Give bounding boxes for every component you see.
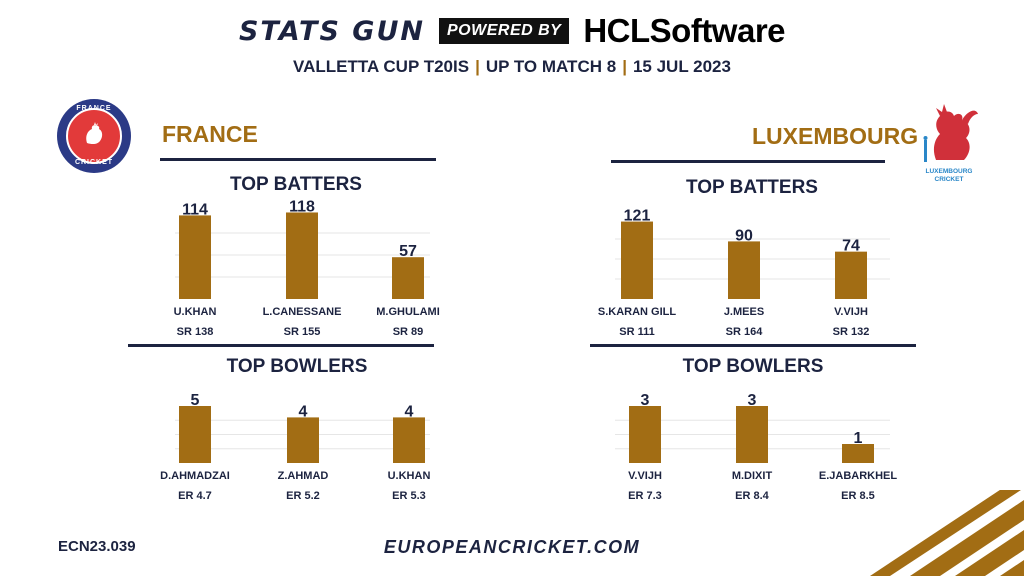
corner-stripes [870,490,1024,576]
player-name: M.GHULAMI [376,306,440,318]
divider [611,160,885,163]
rate-label: SR 164 [726,326,764,338]
player-name: M.DIXIT [732,470,773,482]
value-label: 118 [289,198,315,215]
rate-label: ER 5.3 [392,490,426,502]
divider [590,344,916,347]
bar [728,241,760,299]
player-name: V.VIJH [834,306,868,318]
value-label: 5 [191,392,200,409]
bar [393,417,425,463]
lion-icon [923,104,978,162]
logo-text-bottom: CRICKET [74,159,114,166]
value-label: 4 [299,403,308,420]
value-label: 74 [842,238,860,255]
player-name: E.JABARKHEL [819,470,898,482]
player-name: S.KARAN GILL [598,306,677,318]
player-name: V.VIJH [628,470,662,482]
luxembourg-batters-chart: 121 S.KARAN GILL SR 111 90 J.MEES SR 164 74 V.V… [598,208,890,338]
separator: | [475,57,480,76]
player-name: Z.AHMAD [278,470,329,482]
brand-title: STATS GUN [238,15,425,47]
player-name: J.MEES [724,306,764,318]
post-code: ECN23.039 [58,538,136,555]
rate-label: SR 138 [177,326,214,338]
match-range: UP TO MATCH 8 [485,57,617,76]
tournament-name: VALLETTA CUP T20IS [293,57,470,76]
separator: | [622,57,627,76]
luxembourg-batters-title: TOP BATTERS [686,177,818,198]
bar [179,406,211,463]
bar [179,215,211,299]
value-label: 3 [641,392,650,409]
rate-label: SR 111 [619,326,654,338]
rate-label: SR 89 [393,326,424,338]
rooster-icon [66,108,122,164]
rate-label: ER 8.5 [841,490,875,502]
rate-label: ER 5.2 [286,490,320,502]
rate-label: ER 7.3 [628,490,662,502]
value-label: 57 [399,243,417,260]
player-name: L.CANESSANE [263,306,342,318]
bar [621,221,653,299]
value-label: 4 [405,403,414,420]
player-name: D.AHMADZAI [160,470,230,482]
france-cricket-logo: FRANCE CRICKET [57,99,131,173]
france-bowlers-title: TOP BOWLERS [226,356,368,377]
luxembourg-cricket-logo: LUXEMBOURG CRICKET [914,100,984,190]
bar [629,406,661,463]
sponsor-logo: HCLSoftware [583,12,786,49]
bar [392,257,424,299]
website-url[interactable]: EUROPEANCRICKET.COM [383,537,641,557]
luxembourg-bowlers-title: TOP BOWLERS [682,356,824,377]
bar [842,444,874,463]
divider [160,158,436,161]
bar [286,212,318,299]
bar [287,417,319,463]
rate-label: ER 8.4 [735,490,770,502]
value-label: 90 [735,227,753,244]
rate-label: SR 155 [284,326,321,338]
bar [736,406,768,463]
value-label: 121 [624,208,651,225]
france-bowlers-chart: 5 D.AHMADZAI ER 4.7 4 Z.AHMAD ER 5.2 4 U.KHAN ER… [160,392,431,502]
france-batters-chart: 114 U.KHAN SR 138 118 L.CANESSANE SR 155 57 M.G… [174,198,440,338]
logo-text-top: FRANCE [76,105,112,112]
rate-label: SR 132 [833,326,870,338]
luxembourg-bowlers-chart: 3 V.VIJH ER 7.3 3 M.DIXIT ER 8.4 1 E.JABARKHEL E… [615,392,898,502]
date: 15 JUL 2023 [632,57,731,76]
value-label: 1 [854,430,863,447]
header-bar: STATS GUN POWERED BY HCLSoftware [0,12,1024,50]
divider [128,344,434,347]
subtitle: VALLETTA CUP T20IS | UP TO MATCH 8 | 15 JUL … [0,57,1024,77]
france-batters-title: TOP BATTERS [230,174,362,195]
player-name: U.KHAN [174,306,217,318]
team-name-luxembourg: LUXEMBOURG [752,123,919,149]
bar [835,251,867,299]
value-label: 114 [182,201,208,218]
powered-by-badge: POWERED BY [439,18,570,44]
rate-label: ER 4.7 [178,490,212,502]
value-label: 3 [748,392,757,409]
logo-text: LUXEMBOURG CRICKET [925,168,973,183]
player-name: U.KHAN [388,470,431,482]
team-name-france: FRANCE [162,121,258,147]
